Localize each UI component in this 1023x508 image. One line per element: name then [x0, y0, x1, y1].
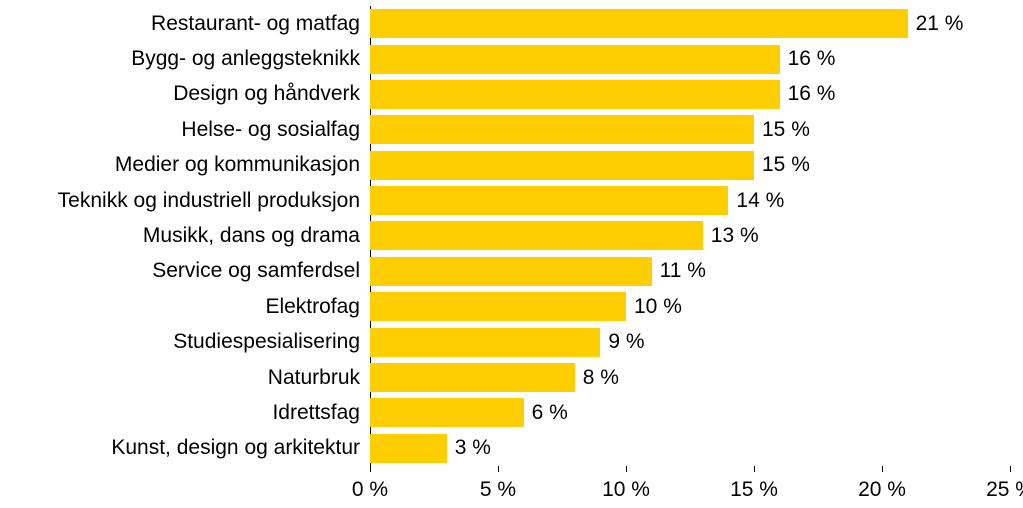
- value-label: 9 %: [608, 330, 644, 354]
- bar: [370, 328, 600, 357]
- category-label: Restaurant- og matfag: [151, 12, 360, 36]
- category-label: Naturbruk: [268, 366, 360, 390]
- category-label: Studiespesialisering: [173, 330, 360, 354]
- value-label: 11 %: [660, 259, 706, 283]
- category-label: Teknikk og industriell produksjon: [58, 189, 360, 213]
- value-label: 21 %: [916, 12, 964, 36]
- value-label: 15 %: [762, 118, 810, 142]
- x-tick: [882, 466, 883, 472]
- x-tick-label: 0 %: [352, 478, 388, 502]
- x-tick: [1010, 466, 1011, 472]
- category-label: Helse- og sosialfag: [181, 118, 360, 142]
- x-tick-label: 5 %: [480, 478, 516, 502]
- category-label: Musikk, dans og drama: [143, 224, 360, 248]
- chart-container: 21 % 16 % 16 % 15 % 15 % 14 % 13 %11 % 10 % 9 % 8…: [0, 0, 1023, 508]
- plot-area: 21 % 16 % 16 % 15 % 15 % 14 % 13 %11 % 10 % 9 % 8…: [370, 6, 1010, 466]
- bar-row: 6 %: [370, 398, 1010, 427]
- bar: [370, 115, 754, 144]
- bar: [370, 434, 447, 463]
- bar: [370, 186, 728, 215]
- x-tick: [370, 466, 371, 472]
- value-label: 16 %: [788, 47, 836, 71]
- bar-row: 3 %: [370, 434, 1010, 463]
- bar-row: 13 %: [370, 221, 1010, 250]
- value-label: 16 %: [788, 82, 836, 106]
- x-tick: [754, 466, 755, 472]
- bar: [370, 221, 703, 250]
- category-label: Elektrofag: [265, 295, 360, 319]
- bar: [370, 257, 652, 286]
- value-label: 6 %: [532, 401, 568, 425]
- bar: [370, 292, 626, 321]
- category-label: Design og håndverk: [173, 82, 360, 106]
- bar-row: 14 %: [370, 186, 1010, 215]
- bar-row: 15 %: [370, 115, 1010, 144]
- category-label: Bygg- og anleggsteknikk: [131, 47, 360, 71]
- bar: [370, 80, 780, 109]
- x-tick-label: 10 %: [602, 478, 650, 502]
- x-tick: [626, 466, 627, 472]
- x-tick-label: 25 %: [986, 478, 1023, 502]
- value-label: 3 %: [455, 436, 491, 460]
- category-label: Medier og kommunikasjon: [115, 153, 360, 177]
- value-label: 10 %: [634, 295, 682, 319]
- bar: [370, 151, 754, 180]
- value-label: 8 %: [583, 366, 619, 390]
- bar-row: 15 %: [370, 151, 1010, 180]
- bar-row: 10 %: [370, 292, 1010, 321]
- bar: [370, 9, 908, 38]
- bar-row: 9 %: [370, 328, 1010, 357]
- bar-row: 21 %: [370, 9, 1010, 38]
- x-tick: [498, 466, 499, 472]
- value-label: 15 %: [762, 153, 810, 177]
- value-label: 14 %: [736, 189, 784, 213]
- value-label: 13 %: [711, 224, 759, 248]
- bar-row: 16 %: [370, 45, 1010, 74]
- category-label: Service og samferdsel: [152, 259, 360, 283]
- x-tick-label: 15 %: [730, 478, 778, 502]
- bar-row: 11 %: [370, 257, 1010, 286]
- bar-row: 16 %: [370, 80, 1010, 109]
- bar: [370, 45, 780, 74]
- bar: [370, 398, 524, 427]
- bar-row: 8 %: [370, 363, 1010, 392]
- category-label: Idrettsfag: [272, 401, 360, 425]
- category-label: Kunst, design og arkitektur: [111, 436, 360, 460]
- bar: [370, 363, 575, 392]
- x-tick-label: 20 %: [858, 478, 906, 502]
